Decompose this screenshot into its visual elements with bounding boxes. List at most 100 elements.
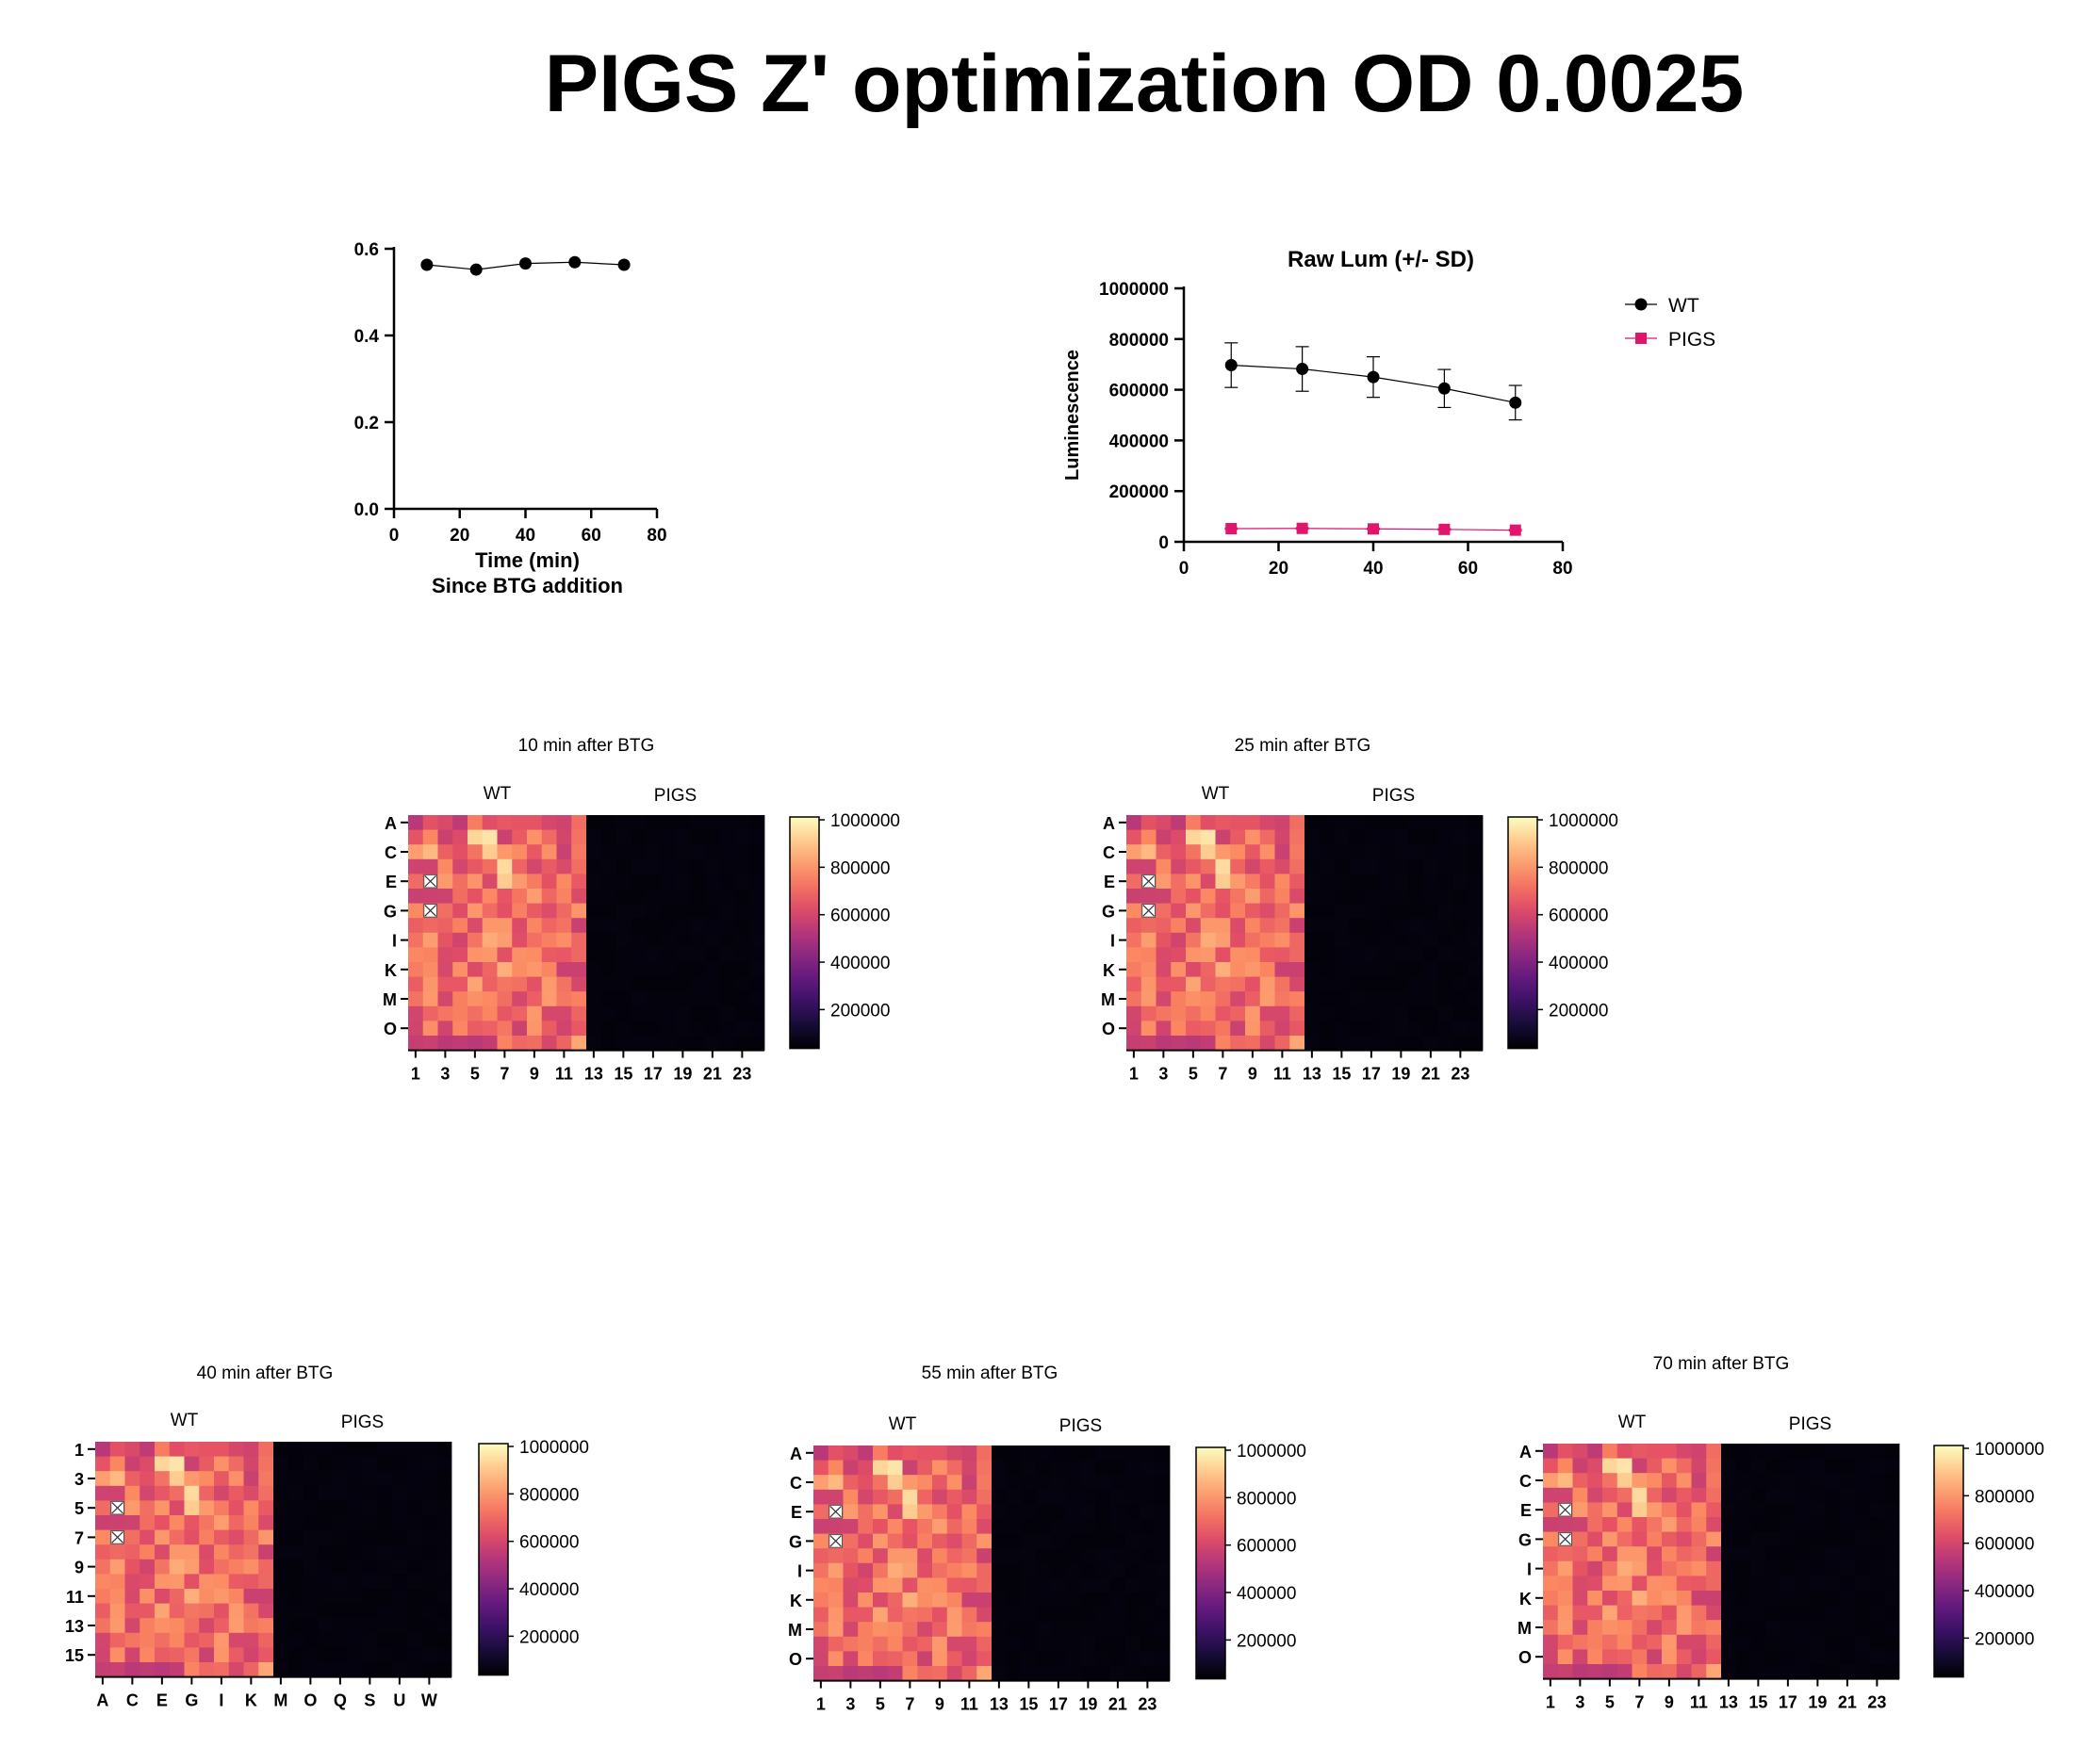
heatmap-cell — [858, 1622, 874, 1638]
heatmap-cell — [749, 962, 765, 977]
heatmap-cell — [1140, 1622, 1156, 1638]
heatmap-cell — [362, 1559, 378, 1575]
heatmap-cell — [139, 1618, 156, 1634]
heatmap-cell — [690, 962, 706, 977]
heatmap-cell — [946, 1592, 962, 1608]
heatmap-cell — [406, 1618, 422, 1634]
heatmap-cell — [1452, 1021, 1468, 1037]
heatmap-cell — [1274, 1021, 1290, 1037]
heatmap-cell — [1543, 1560, 1559, 1576]
heatmap-cell — [1021, 1489, 1037, 1505]
y-tick-label: 600000 — [1109, 382, 1169, 401]
heatmap-cell — [1750, 1487, 1766, 1503]
heatmap-cell — [1126, 962, 1142, 977]
heatmap-cell — [333, 1589, 349, 1604]
heatmap-cell — [347, 1442, 363, 1457]
heatmap-cell — [1750, 1620, 1766, 1636]
heatmap-cell — [1259, 991, 1275, 1007]
heatmap-cell — [273, 1515, 289, 1530]
heatmap-cell — [1156, 844, 1172, 860]
y-tick-label: 200000 — [1109, 482, 1169, 502]
heatmap-cell — [1393, 903, 1409, 919]
heatmap-cell — [333, 1442, 349, 1457]
heatmap-cell — [902, 1519, 918, 1534]
heatmap-cell — [303, 1485, 319, 1501]
heatmap-cell — [362, 1515, 378, 1530]
heatmap-cell — [1587, 1546, 1603, 1562]
heatmap-cell — [527, 947, 543, 963]
heatmap-cell — [1364, 889, 1380, 904]
heatmap-cell — [1423, 991, 1439, 1007]
data-point — [1224, 359, 1238, 372]
x-tick-label: 3 — [845, 1695, 855, 1714]
heatmap-cell — [1155, 1592, 1171, 1608]
heatmap-cell — [1006, 1533, 1022, 1549]
heatmap-cell — [155, 1544, 171, 1560]
heatmap-cell — [482, 1036, 498, 1051]
x-tick-label: 9 — [935, 1695, 944, 1714]
heatmap-cell — [873, 1651, 889, 1667]
heatmap-cell — [1795, 1620, 1811, 1636]
heatmap-cell — [1215, 815, 1231, 830]
heatmap-cell — [362, 1544, 378, 1560]
x-tick-label: 7 — [1218, 1065, 1227, 1084]
heatmap-cell — [422, 815, 438, 830]
heatmap-cell — [1259, 932, 1275, 948]
heatmap-cell — [1110, 1666, 1126, 1681]
heatmap-cell — [1632, 1531, 1648, 1547]
heatmap-cell — [1095, 1460, 1111, 1476]
heatmap-cell — [243, 1618, 259, 1634]
heatmap-cell — [1036, 1548, 1052, 1564]
heatmap-cell — [199, 1589, 215, 1604]
heatmap-cell — [1156, 858, 1172, 874]
heatmap-cell — [214, 1544, 230, 1560]
heatmap-cell — [1721, 1560, 1737, 1576]
heatmap-cell — [1171, 932, 1187, 948]
heatmap-cell — [887, 1577, 903, 1593]
heatmap-cell — [1825, 1576, 1841, 1592]
heatmap-cell — [961, 1666, 977, 1681]
heatmap-cell — [1186, 889, 1202, 904]
heatmap-cell — [1691, 1649, 1707, 1665]
heatmap-cell — [1006, 1548, 1022, 1564]
heatmap-cell — [1036, 1460, 1052, 1476]
heatmap-cell — [1319, 815, 1335, 830]
heatmap-cell — [1557, 1591, 1573, 1606]
heatmap-cell — [1452, 829, 1468, 845]
heatmap-cell — [421, 1471, 437, 1487]
heatmap-cell — [1065, 1519, 1081, 1534]
heatmap-cell — [571, 932, 587, 948]
heatmap-cell — [408, 918, 424, 934]
data-point — [1509, 396, 1522, 409]
heatmap-cell — [828, 1460, 844, 1476]
heatmap-cell — [1676, 1546, 1692, 1562]
y-tick-label: E — [1520, 1501, 1532, 1520]
heatmap-cell — [1245, 829, 1261, 845]
heatmap-cell — [1616, 1591, 1632, 1606]
heatmap-cell — [1289, 858, 1305, 874]
heatmap-cell — [1110, 1533, 1126, 1549]
data-point — [519, 257, 532, 270]
x-tick-label: 13 — [584, 1065, 603, 1084]
heatmap-cell — [1334, 947, 1350, 963]
heatmap-cell — [214, 1603, 230, 1619]
heatmap-cell — [318, 1515, 334, 1530]
heatmap-cell — [675, 844, 691, 860]
heatmap-cell — [1810, 1605, 1826, 1621]
heatmap-cell — [1186, 1021, 1202, 1037]
heatmap-cell — [1080, 1548, 1096, 1564]
heatmap-cell — [1006, 1577, 1022, 1593]
heatmap-cell — [95, 1529, 111, 1545]
heatmap-cell — [1245, 874, 1261, 890]
heatmap-cell — [1632, 1576, 1648, 1592]
heatmap-cell — [932, 1562, 948, 1578]
heatmap-cell — [873, 1533, 889, 1549]
x-tick-label: 11 — [555, 1065, 573, 1084]
heatmap-cell — [1126, 858, 1142, 874]
heatmap-cell — [1408, 829, 1424, 845]
heatmap-cell — [541, 918, 557, 934]
heatmap-cell — [1334, 1036, 1350, 1051]
heatmap-cell — [199, 1574, 215, 1590]
excluded-well-mark — [829, 1535, 842, 1547]
heatmap-cell — [422, 947, 438, 963]
